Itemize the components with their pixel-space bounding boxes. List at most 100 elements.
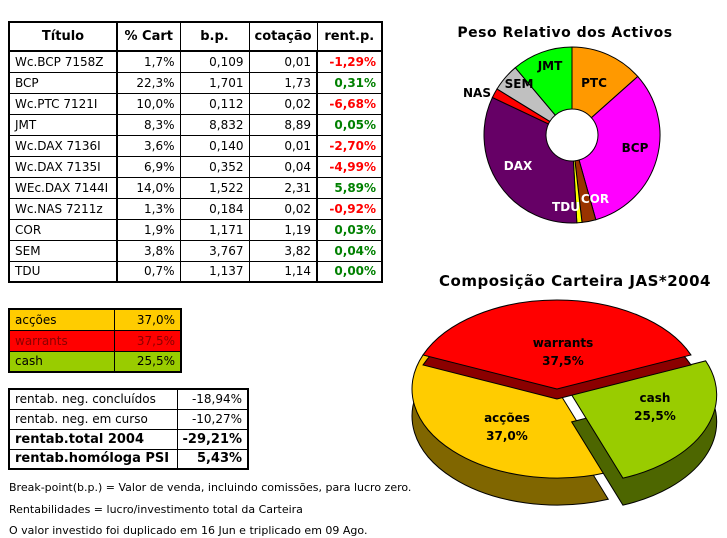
footnote-breakpoint: Break-point(b.p.) = Valor de venda, incl…	[9, 481, 412, 494]
cell-cart[interactable]: 0,7%	[116, 260, 181, 283]
cell-rent[interactable]: 0,31%	[316, 71, 383, 94]
cell-rent[interactable]: -2,70%	[316, 134, 383, 157]
pie-label-cash: cash	[640, 391, 671, 405]
cell-cart[interactable]: 8,3%	[116, 113, 181, 136]
cell-cotacao[interactable]: 8,89	[248, 113, 318, 136]
header-cart[interactable]: % Cart	[116, 21, 181, 52]
summary-label[interactable]: rentab.total 2004	[8, 428, 178, 450]
cell-rent[interactable]: 0,00%	[316, 260, 383, 283]
cell-rent[interactable]: -1,29%	[316, 50, 383, 73]
cell-rent[interactable]: 0,04%	[316, 239, 383, 262]
cell-titulo[interactable]: JMT	[8, 113, 118, 136]
summary-value[interactable]: -10,27%	[176, 408, 249, 430]
pie3d-chart-title: Composição Carteira JAS*2004	[439, 272, 711, 290]
cell-cart[interactable]: 6,9%	[116, 155, 181, 178]
summary-label[interactable]: rentab.homóloga PSI	[8, 448, 178, 470]
donut-label-BCP: BCP	[622, 141, 649, 155]
allocation-value[interactable]: 25,5%	[113, 350, 182, 373]
donut-slice-BCP[interactable]	[578, 75, 661, 221]
cell-titulo[interactable]: Wc.DAX 7136I	[8, 134, 118, 157]
cell-cart[interactable]: 10,0%	[116, 92, 181, 115]
donut-slice-JMT[interactable]	[514, 46, 573, 116]
cell-titulo[interactable]: BCP	[8, 71, 118, 94]
cell-titulo[interactable]: SEM	[8, 239, 118, 262]
allocation-value[interactable]: 37,0%	[113, 308, 182, 331]
cell-titulo[interactable]: Wc.BCP 7158Z	[8, 50, 118, 73]
summary-label[interactable]: rentab. neg. em curso	[8, 408, 178, 430]
cell-cart[interactable]: 1,7%	[116, 50, 181, 73]
table-row: SEM 3,8% 3,767 3,82 0,04%	[8, 239, 383, 262]
allocation-row: warrants 37,5%	[8, 329, 182, 352]
cell-cart[interactable]: 1,3%	[116, 197, 181, 220]
allocation-row: cash 25,5%	[8, 350, 182, 373]
pie-slice-cash[interactable]	[570, 360, 718, 479]
cell-bp[interactable]: 0,140	[179, 134, 250, 157]
cell-rent[interactable]: -6,68%	[316, 92, 383, 115]
summary-value[interactable]: -29,21%	[176, 428, 249, 450]
cell-bp[interactable]: 1,171	[179, 218, 250, 241]
cell-rent[interactable]: -4,99%	[316, 155, 383, 178]
cell-titulo[interactable]: COR	[8, 218, 118, 241]
cell-titulo[interactable]: Wc.PTC 7121I	[8, 92, 118, 115]
cell-cart[interactable]: 14,0%	[116, 176, 181, 199]
pie-slice-warrants[interactable]	[422, 299, 692, 390]
returns-summary-table: rentab. neg. concluídos -18,94% rentab. …	[8, 388, 250, 470]
cell-bp[interactable]: 0,184	[179, 197, 250, 220]
allocation-value[interactable]: 37,5%	[113, 329, 182, 352]
pie-value-label-cash: 25,5%	[634, 409, 676, 423]
table-row: TDU 0,7% 1,137 1,14 0,00%	[8, 260, 383, 283]
cell-cotacao[interactable]: 1,73	[248, 71, 318, 94]
cell-rent[interactable]: -0,92%	[316, 197, 383, 220]
cell-bp[interactable]: 0,112	[179, 92, 250, 115]
cell-titulo[interactable]: TDU	[8, 260, 118, 283]
cell-cotacao[interactable]: 0,04	[248, 155, 318, 178]
summary-row: rentab.homóloga PSI 5,43%	[8, 448, 249, 470]
pie-slice-acções[interactable]	[411, 354, 610, 479]
cell-rent[interactable]: 5,89%	[316, 176, 383, 199]
cell-cotacao[interactable]: 0,02	[248, 197, 318, 220]
cell-cotacao[interactable]: 0,01	[248, 134, 318, 157]
allocation-label[interactable]: acções	[8, 308, 115, 331]
donut-label-NAS: NAS	[463, 86, 491, 100]
portfolio-table: Título % Cart b.p. cotação rent.p. Wc.BC…	[8, 21, 384, 283]
summary-label[interactable]: rentab. neg. concluídos	[8, 388, 178, 410]
cell-cart[interactable]: 1,9%	[116, 218, 181, 241]
cell-bp[interactable]: 1,137	[179, 260, 250, 283]
cell-cart[interactable]: 3,8%	[116, 239, 181, 262]
cell-cotacao[interactable]: 2,31	[248, 176, 318, 199]
donut-label-SEM: SEM	[505, 77, 534, 91]
allocation-label[interactable]: cash	[8, 350, 115, 373]
summary-value[interactable]: 5,43%	[176, 448, 249, 470]
header-cotacao[interactable]: cotação	[248, 21, 318, 52]
cell-bp[interactable]: 8,832	[179, 113, 250, 136]
donut-label-PTC: PTC	[581, 76, 607, 90]
header-rent[interactable]: rent.p.	[316, 21, 383, 52]
cell-cotacao[interactable]: 1,19	[248, 218, 318, 241]
cell-rent[interactable]: 0,05%	[316, 113, 383, 136]
cell-bp[interactable]: 1,701	[179, 71, 250, 94]
cell-titulo[interactable]: Wc.NAS 7211z	[8, 197, 118, 220]
allocation-label[interactable]: warrants	[8, 329, 115, 352]
cell-titulo[interactable]: WEc.DAX 7144I	[8, 176, 118, 199]
header-titulo[interactable]: Título	[8, 21, 118, 52]
cell-bp[interactable]: 3,767	[179, 239, 250, 262]
cell-cart[interactable]: 3,6%	[116, 134, 181, 157]
cell-titulo[interactable]: Wc.DAX 7135I	[8, 155, 118, 178]
cell-cotacao[interactable]: 3,82	[248, 239, 318, 262]
pie-label-warrants: warrants	[533, 336, 594, 350]
cell-bp[interactable]: 1,522	[179, 176, 250, 199]
cell-cotacao[interactable]: 0,02	[248, 92, 318, 115]
cell-cotacao[interactable]: 1,14	[248, 260, 318, 283]
cell-bp[interactable]: 0,352	[179, 155, 250, 178]
cell-bp[interactable]: 0,109	[179, 50, 250, 73]
cell-cart[interactable]: 22,3%	[116, 71, 181, 94]
summary-row: rentab. neg. concluídos -18,94%	[8, 388, 249, 410]
donut-slice-DAX[interactable]	[483, 96, 578, 224]
summary-value[interactable]: -18,94%	[176, 388, 249, 410]
table-row: JMT 8,3% 8,832 8,89 0,05%	[8, 113, 383, 136]
cell-cotacao[interactable]: 0,01	[248, 50, 318, 73]
header-bp[interactable]: b.p.	[179, 21, 250, 52]
donut-label-JMT: JMT	[537, 59, 563, 73]
cell-rent[interactable]: 0,03%	[316, 218, 383, 241]
